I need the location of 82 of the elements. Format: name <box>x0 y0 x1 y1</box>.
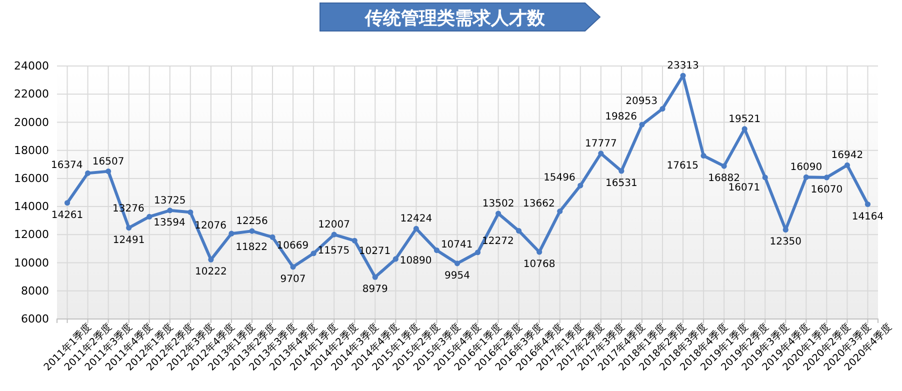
data-label: 16507 <box>92 156 124 168</box>
point <box>578 182 584 188</box>
point <box>803 174 809 180</box>
data-label: 12256 <box>236 216 268 228</box>
data-label: 17777 <box>585 138 617 150</box>
point <box>557 208 563 214</box>
data-label: 16531 <box>606 178 638 189</box>
data-label: 12424 <box>400 214 432 225</box>
point <box>721 163 727 169</box>
data-label: 16882 <box>708 173 740 184</box>
point <box>474 250 481 256</box>
point <box>270 234 276 240</box>
data-label: 12007 <box>318 220 350 231</box>
point <box>64 200 70 206</box>
point <box>126 224 132 231</box>
y-tick-label: 16000 <box>14 172 49 185</box>
data-label: 20953 <box>626 96 658 107</box>
data-label: 16942 <box>831 150 864 162</box>
data-label: 10768 <box>523 258 556 270</box>
y-tick-label: 6000 <box>21 312 49 326</box>
y-tick-label: 18000 <box>14 144 49 157</box>
data-label: 8979 <box>362 284 388 296</box>
data-label: 13502 <box>482 198 514 210</box>
data-label: 16374 <box>50 160 83 172</box>
point <box>290 264 296 270</box>
point <box>495 210 502 216</box>
point <box>516 228 522 234</box>
data-label: 16070 <box>810 184 843 196</box>
data-label: 13594 <box>154 217 186 228</box>
y-tick-label: 22000 <box>14 88 49 101</box>
data-label: 9707 <box>280 274 306 285</box>
point <box>598 150 604 156</box>
data-label: 14164 <box>852 211 884 222</box>
point <box>639 122 645 128</box>
y-tick-label: 14000 <box>14 200 49 214</box>
point <box>249 228 255 234</box>
point <box>84 170 91 176</box>
data-label: 10741 <box>440 239 473 250</box>
point <box>434 247 440 254</box>
point <box>413 226 419 232</box>
y-tick-label: 24000 <box>14 60 49 73</box>
point <box>864 201 871 208</box>
data-label: 23313 <box>667 60 699 72</box>
data-label: 16071 <box>728 182 760 194</box>
y-tick-label: 10000 <box>14 256 49 270</box>
point <box>310 250 316 256</box>
point <box>536 249 542 255</box>
point <box>824 174 830 180</box>
data-label: 19826 <box>605 112 637 123</box>
point <box>392 256 398 262</box>
data-label: 13662 <box>523 198 555 210</box>
y-tick-label: 12000 <box>14 228 49 242</box>
point <box>106 168 112 174</box>
data-label: 10890 <box>400 255 432 266</box>
point <box>844 162 850 168</box>
point <box>228 230 234 236</box>
y-tick-label: 8000 <box>21 284 49 298</box>
data-label: 12350 <box>770 236 802 248</box>
point <box>618 168 624 174</box>
point <box>700 152 706 159</box>
data-label: 17615 <box>666 160 699 172</box>
point <box>372 274 378 280</box>
data-label: 14261 <box>51 210 84 221</box>
data-label: 11822 <box>236 242 268 254</box>
data-label: 15496 <box>544 172 576 184</box>
data-label: 12491 <box>112 234 145 246</box>
chart-title: 传统管理类需求人才数 <box>364 8 546 29</box>
point <box>146 214 152 220</box>
point <box>762 174 768 180</box>
y-tick-label: 20000 <box>14 116 49 129</box>
data-label: 11575 <box>318 246 350 257</box>
point <box>352 238 358 244</box>
point <box>188 209 194 216</box>
point <box>454 260 460 266</box>
data-label: 9954 <box>444 270 470 282</box>
data-label: 13725 <box>154 195 186 206</box>
point <box>331 232 337 238</box>
point <box>167 208 173 214</box>
data-label: 10222 <box>195 266 227 278</box>
data-label: 19521 <box>728 114 760 125</box>
data-label: 16090 <box>790 162 822 174</box>
point <box>660 106 666 112</box>
